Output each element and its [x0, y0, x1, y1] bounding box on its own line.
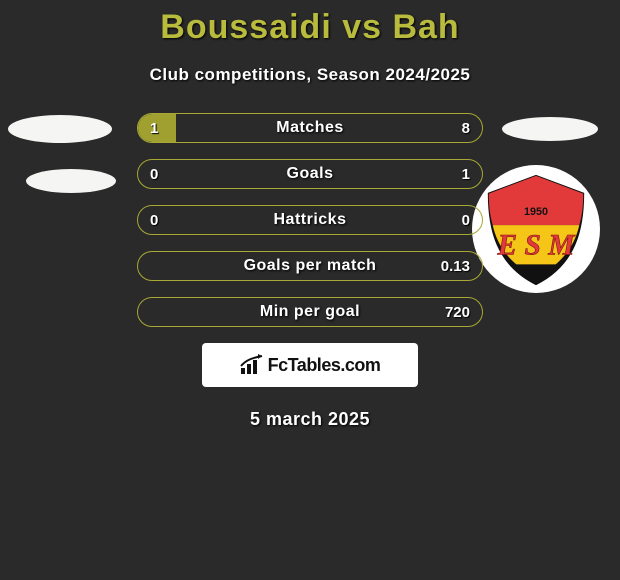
- stat-right-value: 8: [462, 120, 470, 137]
- stat-right-value: 0: [462, 212, 470, 229]
- stat-row: 0Goals1: [137, 159, 483, 189]
- stat-row: 0Hattricks0: [137, 205, 483, 235]
- stats-bars: 1Matches80Goals10Hattricks0Goals per mat…: [137, 113, 483, 327]
- badge-letters: E S M: [496, 230, 576, 262]
- page-title: Boussaidi vs Bah: [0, 0, 620, 47]
- stat-label: Hattricks: [138, 211, 482, 229]
- left-badge-placeholder-1: [8, 115, 112, 143]
- date-text: 5 march 2025: [0, 409, 620, 430]
- shield-icon: 1950 E S M: [477, 170, 595, 288]
- stat-right-value: 1: [462, 166, 470, 183]
- left-badge-placeholder-2: [26, 169, 116, 193]
- right-badge-placeholder: [502, 117, 598, 141]
- stat-right-value: 0.13: [441, 258, 470, 275]
- comparison-panel: 1950 E S M 1Matches80Goals10Hattricks0Go…: [0, 113, 620, 430]
- stat-label: Goals: [138, 165, 482, 183]
- stat-label: Matches: [138, 119, 482, 137]
- stat-label: Goals per match: [138, 257, 482, 275]
- stat-right-value: 720: [445, 304, 470, 321]
- stat-row: Goals per match0.13: [137, 251, 483, 281]
- badge-year: 1950: [524, 206, 548, 218]
- stat-row: 1Matches8: [137, 113, 483, 143]
- stat-row: Min per goal720: [137, 297, 483, 327]
- bar-chart-icon: [240, 354, 264, 376]
- brand-text: FcTables.com: [268, 355, 381, 376]
- brand-footer[interactable]: FcTables.com: [202, 343, 418, 387]
- subtitle: Club competitions, Season 2024/2025: [0, 65, 620, 85]
- right-team-badge: 1950 E S M: [472, 165, 600, 293]
- stat-label: Min per goal: [138, 303, 482, 321]
